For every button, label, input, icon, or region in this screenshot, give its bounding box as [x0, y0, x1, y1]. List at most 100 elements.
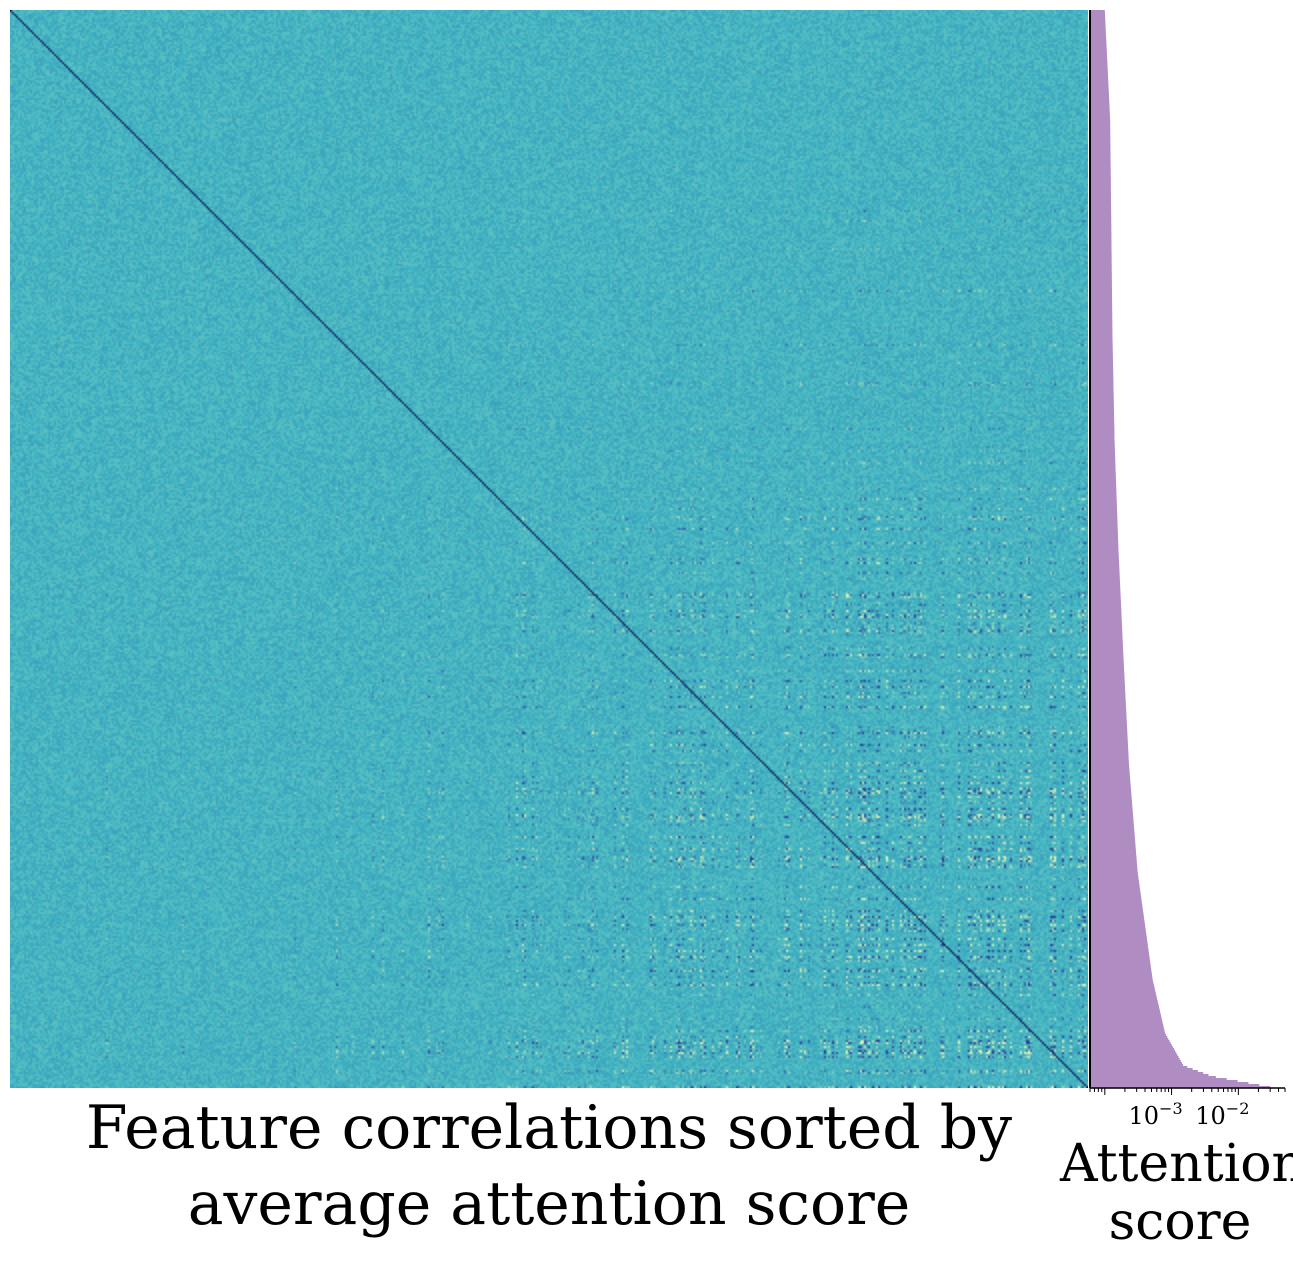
attention-bar	[1090, 586, 1121, 589]
attention-bar	[1090, 514, 1118, 517]
attention-bar	[1090, 188, 1111, 191]
tick-label: 10−3	[1129, 1099, 1183, 1130]
attention-bar	[1090, 620, 1122, 623]
attention-bar	[1090, 742, 1128, 745]
attention-bar	[1090, 108, 1110, 111]
attention-bar	[1090, 826, 1135, 829]
attention-bar	[1090, 616, 1122, 619]
attention-bar	[1090, 396, 1114, 399]
attention-bar	[1090, 688, 1126, 691]
attention-bar	[1090, 1028, 1165, 1031]
attention-bar	[1090, 978, 1153, 981]
attention-bar	[1090, 28, 1106, 31]
attention-bar	[1090, 1038, 1169, 1041]
attention-bar	[1090, 102, 1110, 105]
attention-bar	[1090, 366, 1114, 369]
attention-bar	[1090, 398, 1114, 401]
attention-bar	[1090, 1044, 1172, 1047]
attention-bar	[1090, 660, 1124, 663]
attention-bar	[1090, 784, 1131, 787]
attention-bar	[1090, 292, 1112, 295]
attention-bar	[1090, 16, 1106, 19]
attention-bar	[1090, 348, 1113, 351]
attention-bar	[1090, 434, 1115, 437]
attention-bar	[1090, 866, 1138, 869]
attention-bar	[1090, 1032, 1166, 1035]
attention-bar	[1090, 288, 1112, 291]
attention-bar	[1090, 774, 1130, 777]
attention-bar	[1090, 154, 1111, 157]
attention-bar	[1090, 432, 1115, 435]
attention-bar	[1090, 896, 1142, 899]
attention-bar	[1090, 708, 1127, 711]
attention-bar	[1090, 892, 1141, 895]
attention-bar	[1090, 354, 1113, 357]
attention-bar	[1090, 300, 1113, 303]
attention-bar	[1090, 880, 1139, 883]
attention-bar	[1090, 920, 1145, 923]
attention-bar	[1090, 148, 1111, 151]
attention-bar	[1090, 842, 1136, 845]
attention-bar	[1090, 506, 1117, 509]
attention-bar	[1090, 240, 1112, 243]
attention-bar	[1090, 968, 1152, 971]
attention-bar	[1090, 560, 1119, 563]
attention-bar	[1090, 246, 1112, 249]
attention-bar	[1090, 104, 1110, 107]
attention-bar	[1090, 1046, 1173, 1049]
attention-bar	[1090, 10, 1105, 13]
attention-bar	[1090, 844, 1136, 847]
attention-bar	[1090, 394, 1114, 397]
attention-bar	[1090, 50, 1107, 53]
caption-line-2: average attention score	[187, 1169, 911, 1239]
attention-bar	[1090, 1072, 1204, 1075]
attention-bar	[1090, 426, 1115, 429]
attention-bar	[1090, 808, 1133, 811]
attention-bar	[1090, 1078, 1227, 1081]
attention-bar	[1090, 854, 1137, 857]
attention-bar	[1090, 944, 1148, 947]
tick-label-exponent: −2	[1226, 1099, 1250, 1118]
attention-bar	[1090, 788, 1131, 791]
attention-bar	[1090, 206, 1112, 209]
attention-bar	[1090, 100, 1110, 103]
attention-bar	[1090, 618, 1122, 621]
attention-bar	[1090, 720, 1127, 723]
attention-bar	[1090, 628, 1123, 631]
attention-bar	[1090, 238, 1112, 241]
attention-bar	[1090, 676, 1125, 679]
attention-bar	[1090, 308, 1113, 311]
attention-bar	[1090, 806, 1133, 809]
attention-bar	[1090, 638, 1123, 641]
attention-bar	[1090, 404, 1114, 407]
attention-bar	[1090, 1070, 1198, 1073]
attention-bar	[1090, 502, 1117, 505]
attention-bar	[1090, 214, 1112, 217]
attention-bar	[1090, 818, 1134, 821]
attention-bar	[1090, 250, 1112, 253]
attention-bar	[1090, 680, 1125, 683]
attention-bar	[1090, 966, 1151, 969]
attention-bar	[1090, 810, 1133, 813]
attention-bar	[1090, 56, 1108, 59]
attention-bar	[1090, 40, 1107, 43]
attention-bar	[1090, 200, 1111, 203]
attention-bar	[1090, 934, 1147, 937]
attention-bar	[1090, 858, 1137, 861]
attention-bar	[1090, 668, 1125, 671]
attention-bar	[1090, 212, 1112, 215]
attention-bar	[1090, 782, 1131, 785]
attention-bar	[1090, 970, 1152, 973]
attention-bar	[1090, 266, 1112, 269]
attention-bar	[1090, 948, 1149, 951]
attention-bar	[1090, 876, 1139, 879]
attention-bar	[1090, 440, 1115, 443]
attention-bar	[1090, 258, 1112, 261]
attention-bar	[1090, 908, 1143, 911]
attention-bar	[1090, 174, 1111, 177]
ticks-group: 10−3 10−2	[1089, 1088, 1286, 1130]
attention-bar	[1090, 914, 1144, 917]
attention-bar	[1090, 54, 1107, 57]
attention-bar	[1090, 878, 1139, 881]
attention-bar	[1090, 74, 1108, 77]
